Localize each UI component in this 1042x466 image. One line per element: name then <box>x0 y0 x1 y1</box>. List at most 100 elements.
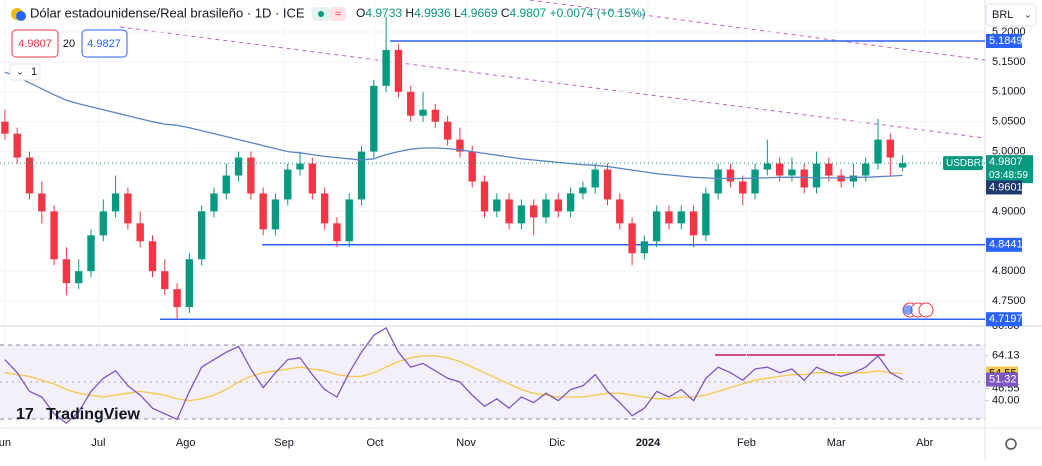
countdown: 03:48:59 <box>989 170 1028 181</box>
candle-body <box>517 205 526 224</box>
candle-body <box>505 199 513 224</box>
candle-body <box>25 157 34 194</box>
rsi-ma <box>4 355 903 402</box>
x-tick-label: 2024 <box>636 437 661 449</box>
candle-body <box>468 151 476 182</box>
status-badge <box>330 7 346 21</box>
x-tick-label: Jul <box>91 437 105 449</box>
candle-body <box>874 139 882 164</box>
indicators-count[interactable]: 1 <box>31 66 37 78</box>
title: Dólar estadounidense/Real brasileño · 1D… <box>30 5 305 20</box>
symbol-tag <box>943 156 983 171</box>
buy-button[interactable] <box>81 29 128 58</box>
x-tick-label: Mar <box>827 437 846 449</box>
candle-body <box>296 163 304 170</box>
candle-body <box>677 211 685 224</box>
candle-body <box>591 169 599 188</box>
currency[interactable]: BRL <box>992 9 1013 21</box>
candle-body <box>99 211 107 236</box>
logo: TradingView <box>46 406 141 423</box>
candle-body <box>579 187 587 194</box>
candle-body <box>357 151 366 200</box>
plot: 5.20005.15005.10005.05005.00004.90004.80… <box>0 0 1033 449</box>
symbol-icon <box>16 11 26 21</box>
candle-body <box>726 169 735 182</box>
candle-body <box>800 169 808 188</box>
x-tick-label: Ago <box>176 437 196 449</box>
y-tick-label: 5.0500 <box>992 116 1026 128</box>
candle-body <box>197 211 206 260</box>
ohlc-label: O <box>356 6 365 20</box>
candle-body <box>1 121 9 134</box>
candle-body <box>812 163 821 188</box>
ma-tag <box>986 180 1022 195</box>
symbol-label: USDBRL <box>946 158 987 169</box>
candle-body <box>849 175 858 182</box>
ohlc-label: C <box>501 6 510 20</box>
ohlc-value: 4.9807 <box>510 6 547 20</box>
candle-body <box>702 193 710 236</box>
candle-body <box>271 199 280 230</box>
candle-body <box>898 163 907 168</box>
candle-body <box>222 175 230 194</box>
candle-body <box>751 169 759 194</box>
candle-body <box>308 163 317 194</box>
candle-body <box>75 271 83 284</box>
y-tick-label: 5.1500 <box>992 56 1026 68</box>
candle-body <box>370 85 378 152</box>
indicators-toggle[interactable] <box>9 63 41 81</box>
x-tick-label: Nov <box>456 437 476 449</box>
ohlc: O4.9733 H4.9936 L4.9669 C4.9807 +0.0074 … <box>356 6 646 20</box>
candle-body <box>247 157 255 194</box>
candle-body <box>124 193 132 224</box>
candle-body <box>407 91 415 116</box>
trend-line <box>119 26 986 139</box>
ohlc-value: 4.9669 <box>461 6 498 20</box>
candle-body <box>862 163 870 176</box>
rsi-tag <box>986 372 1018 387</box>
candle-body <box>714 169 722 194</box>
x-tick-label: un <box>0 437 11 449</box>
rsi-tick-label: 40.00 <box>992 395 1020 407</box>
candle-body <box>480 181 489 212</box>
candle-body <box>566 193 575 212</box>
candle-body <box>530 205 538 218</box>
price-tag <box>986 155 1033 184</box>
x-tick-label: Feb <box>737 437 756 449</box>
change: +0.0074 (+0.15%) <box>550 6 646 20</box>
y-tick-label: 5.1000 <box>992 86 1026 98</box>
candle-body <box>62 259 71 284</box>
status-icon: ≈ <box>335 8 341 20</box>
ohlc-value: 4.9936 <box>414 6 451 20</box>
candle-body <box>886 139 895 158</box>
ohlc-label: L <box>454 6 461 20</box>
candle-body <box>542 199 550 218</box>
level-label: 4.8441 <box>989 239 1023 251</box>
settings-icon[interactable] <box>1005 438 1017 450</box>
chevron[interactable]: ⌄ <box>1024 9 1032 19</box>
candle-body <box>382 49 390 86</box>
candle-body <box>763 163 772 170</box>
currency-select[interactable] <box>985 3 1037 27</box>
candle-body <box>148 241 157 272</box>
chevron[interactable]: ⌄ <box>16 66 24 76</box>
sell-button[interactable] <box>11 29 59 58</box>
candle-body <box>665 211 673 224</box>
candle-body <box>628 223 636 254</box>
candle-body <box>111 193 120 212</box>
level-label: 5.1849 <box>989 35 1023 47</box>
x-tick-label: Dic <box>549 437 565 449</box>
candle-body <box>38 193 46 212</box>
sell-price[interactable]: 4.9807 <box>18 38 52 50</box>
candle-body <box>493 199 501 212</box>
candle-body <box>161 271 169 290</box>
level-tag <box>986 312 1022 327</box>
candle-body <box>652 211 661 242</box>
candle-body <box>739 181 747 194</box>
logo-mark: 17 <box>16 406 34 423</box>
candle-body <box>185 259 194 308</box>
event-icon[interactable] <box>918 302 934 318</box>
ohlc-value: 4.9733 <box>365 6 402 20</box>
buy-price[interactable]: 4.9827 <box>87 38 121 50</box>
